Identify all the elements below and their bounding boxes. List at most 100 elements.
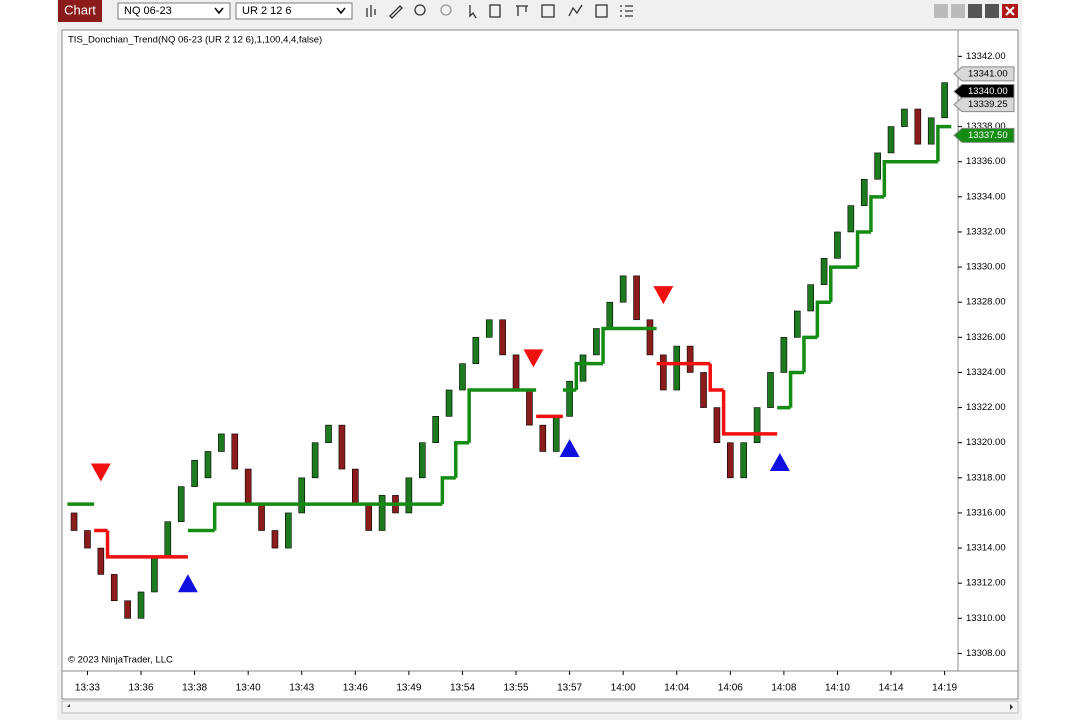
scrollbar[interactable] — [61, 700, 1019, 714]
buy-signal — [769, 453, 790, 472]
y-tick-label: 13326.00 — [966, 332, 1006, 343]
candle — [271, 530, 279, 549]
y-tick-label: 13312.00 — [966, 578, 1006, 589]
y-tick-label: 13330.00 — [966, 262, 1006, 273]
price-marker — [953, 83, 1015, 99]
bar-type-select[interactable] — [235, 2, 353, 20]
candle — [753, 407, 761, 443]
sell-signal — [523, 349, 544, 368]
pointer-icon[interactable] — [469, 5, 477, 19]
candle — [485, 319, 493, 338]
candle — [633, 275, 640, 321]
y-tick-label: 13318.00 — [966, 472, 1006, 483]
price-marker-label: 13337.50 — [968, 130, 1008, 141]
candle — [512, 354, 520, 391]
candle — [191, 459, 198, 487]
candle — [606, 301, 614, 329]
x-tick-label: 13:38 — [182, 683, 207, 694]
candle — [820, 258, 828, 285]
candle — [285, 512, 292, 549]
properties-icon[interactable] — [516, 5, 528, 16]
candle — [767, 372, 774, 408]
candle — [646, 319, 654, 356]
y-tick-label: 13342.00 — [966, 51, 1006, 62]
candle — [445, 389, 453, 417]
candle — [673, 345, 681, 391]
copyright: © 2023 NinjaTrader, LLC — [68, 655, 173, 666]
price-marker — [953, 127, 1015, 143]
y-tick-label: 13310.00 — [966, 613, 1006, 624]
candle — [84, 530, 91, 549]
x-tick-label: 13:33 — [75, 683, 100, 694]
candle — [218, 433, 225, 452]
candle — [378, 495, 386, 531]
price-marker — [953, 66, 1015, 82]
x-tick-label: 13:43 — [289, 683, 314, 694]
candle — [352, 468, 359, 505]
zoom-out-icon[interactable] — [440, 4, 452, 16]
candle — [418, 442, 426, 479]
x-tick-label: 14:10 — [825, 683, 850, 694]
candle — [231, 433, 239, 470]
candle — [727, 442, 734, 479]
candle — [847, 205, 855, 233]
indicators-icon[interactable] — [568, 4, 583, 17]
candle — [70, 512, 78, 531]
trend-line — [67, 124, 952, 533]
candle — [566, 380, 573, 417]
x-tick-label: 14:19 — [932, 683, 957, 694]
candle — [686, 345, 694, 373]
maximize-button[interactable] — [985, 4, 999, 18]
bar-type-label: UR 2 12 6 — [242, 5, 292, 17]
candle — [700, 372, 707, 408]
candle — [499, 319, 506, 356]
x-tick-label: 13:54 — [450, 683, 475, 694]
time-axis — [61, 670, 1019, 700]
x-tick-label: 14:04 — [664, 683, 689, 694]
y-tick-label: 13328.00 — [966, 297, 1006, 308]
candle — [579, 354, 587, 382]
bars-icon[interactable] — [366, 5, 376, 17]
x-tick-label: 13:46 — [343, 683, 368, 694]
chart-button-label: Chart — [64, 2, 96, 17]
close-glyph — [1005, 6, 1015, 16]
y-tick-label: 13322.00 — [966, 402, 1006, 413]
window-tile[interactable] — [934, 4, 948, 18]
zoom-in-icon[interactable] — [414, 4, 426, 16]
x-tick-label: 13:57 — [557, 683, 582, 694]
y-tick-label: 13308.00 — [966, 648, 1006, 659]
y-tick-label: 13324.00 — [966, 367, 1006, 378]
indicator-label: TIS_Donchian_Trend(NQ 06-23 (UR 2 12 6),… — [68, 35, 322, 46]
buy-signal — [177, 574, 198, 593]
templates-icon[interactable] — [595, 4, 608, 18]
y-tick-label: 13314.00 — [966, 543, 1006, 554]
sell-signal — [653, 286, 674, 305]
candle — [713, 407, 721, 443]
draw-icon[interactable] — [389, 5, 403, 19]
candle — [927, 117, 935, 145]
candle — [834, 231, 841, 259]
y-tick-label: 13316.00 — [966, 507, 1006, 518]
x-tick-label: 14:08 — [771, 683, 796, 694]
instrument-select[interactable] — [117, 2, 231, 20]
candle — [97, 547, 105, 575]
candle — [780, 337, 788, 373]
list-icon[interactable] — [620, 5, 633, 17]
candle — [472, 337, 480, 364]
chart-button[interactable] — [58, 0, 102, 22]
window-tile[interactable] — [951, 4, 965, 18]
candle — [941, 82, 948, 119]
x-tick-label: 14:06 — [718, 683, 743, 694]
candle — [110, 574, 118, 602]
price-marker-label: 13339.25 — [968, 99, 1008, 110]
dropdown-arrow — [214, 7, 224, 15]
data-box-icon[interactable] — [489, 4, 501, 18]
buy-signal — [559, 438, 580, 457]
minimize-button[interactable] — [968, 4, 982, 18]
strategies-icon[interactable] — [541, 4, 555, 18]
candle — [660, 354, 667, 391]
candle — [860, 178, 868, 206]
candle — [539, 424, 547, 452]
